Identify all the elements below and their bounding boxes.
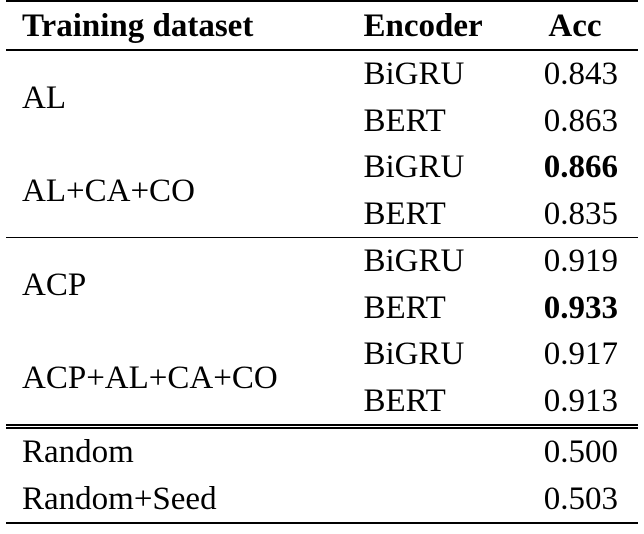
acc-cell: 0.913	[543, 382, 618, 419]
table-row: BERT 0.863	[6, 98, 638, 145]
encoder-cell	[347, 424, 512, 476]
acc-cell: 0.917	[543, 336, 618, 373]
encoder-cell	[347, 475, 512, 524]
results-table: Training dataset Encoder Acc AL BiGRU 0.…	[6, 0, 638, 524]
table-row: AL+CA+CO BiGRU 0.866	[6, 144, 638, 208]
acc-cell: 0.500	[511, 424, 638, 476]
table-row: BERT 0.913	[6, 378, 638, 427]
table-row: ACP+AL+CA+CO BiGRU 0.917	[6, 331, 638, 395]
encoder-cell: BERT	[363, 195, 446, 232]
acc-cell: 0.835	[543, 195, 618, 232]
acc-cell: 0.843	[543, 56, 618, 93]
table-row: BERT 0.933	[6, 285, 638, 332]
encoder-cell: BERT	[363, 382, 446, 419]
dataset-cell: Random	[6, 424, 348, 476]
acc-cell: 0.503	[511, 475, 638, 524]
table-row: AL BiGRU 0.843	[6, 50, 638, 115]
acc-cell: 0.863	[543, 102, 618, 139]
table-body: AL BiGRU 0.843 BERT 0.863 AL+CA+CO BiGRU…	[6, 50, 638, 524]
encoder-cell: BERT	[363, 289, 446, 326]
dataset-cell: AL	[22, 79, 66, 116]
encoder-cell: BiGRU	[363, 56, 465, 93]
encoder-cell: BiGRU	[347, 237, 512, 285]
dataset-cell: Random+Seed	[6, 475, 348, 524]
encoder-cell: BiGRU	[363, 149, 465, 186]
dataset-cell: AL+CA+CO	[22, 172, 195, 209]
encoder-cell: BERT	[363, 102, 446, 139]
acc-cell-best: 0.933	[543, 289, 618, 326]
header-acc: Acc	[511, 0, 638, 51]
dataset-cell: ACP	[6, 237, 348, 331]
results-table-container: Training dataset Encoder Acc AL BiGRU 0.…	[6, 0, 638, 524]
baseline-row: Random 0.500	[6, 424, 638, 476]
table-row: BERT 0.835	[6, 191, 638, 238]
table-header: Training dataset Encoder Acc	[6, 0, 638, 51]
header-row: Training dataset Encoder Acc	[6, 0, 638, 51]
header-training-dataset: Training dataset	[6, 0, 348, 51]
table-row: ACP BiGRU 0.919	[6, 237, 638, 331]
dataset-cell: ACP+AL+CA+CO	[22, 359, 278, 396]
header-encoder: Encoder	[347, 0, 512, 51]
baseline-row: Random+Seed 0.503	[6, 475, 638, 524]
acc-cell: 0.919	[511, 237, 638, 285]
encoder-cell: BiGRU	[363, 336, 465, 373]
acc-cell-best: 0.866	[543, 149, 618, 186]
